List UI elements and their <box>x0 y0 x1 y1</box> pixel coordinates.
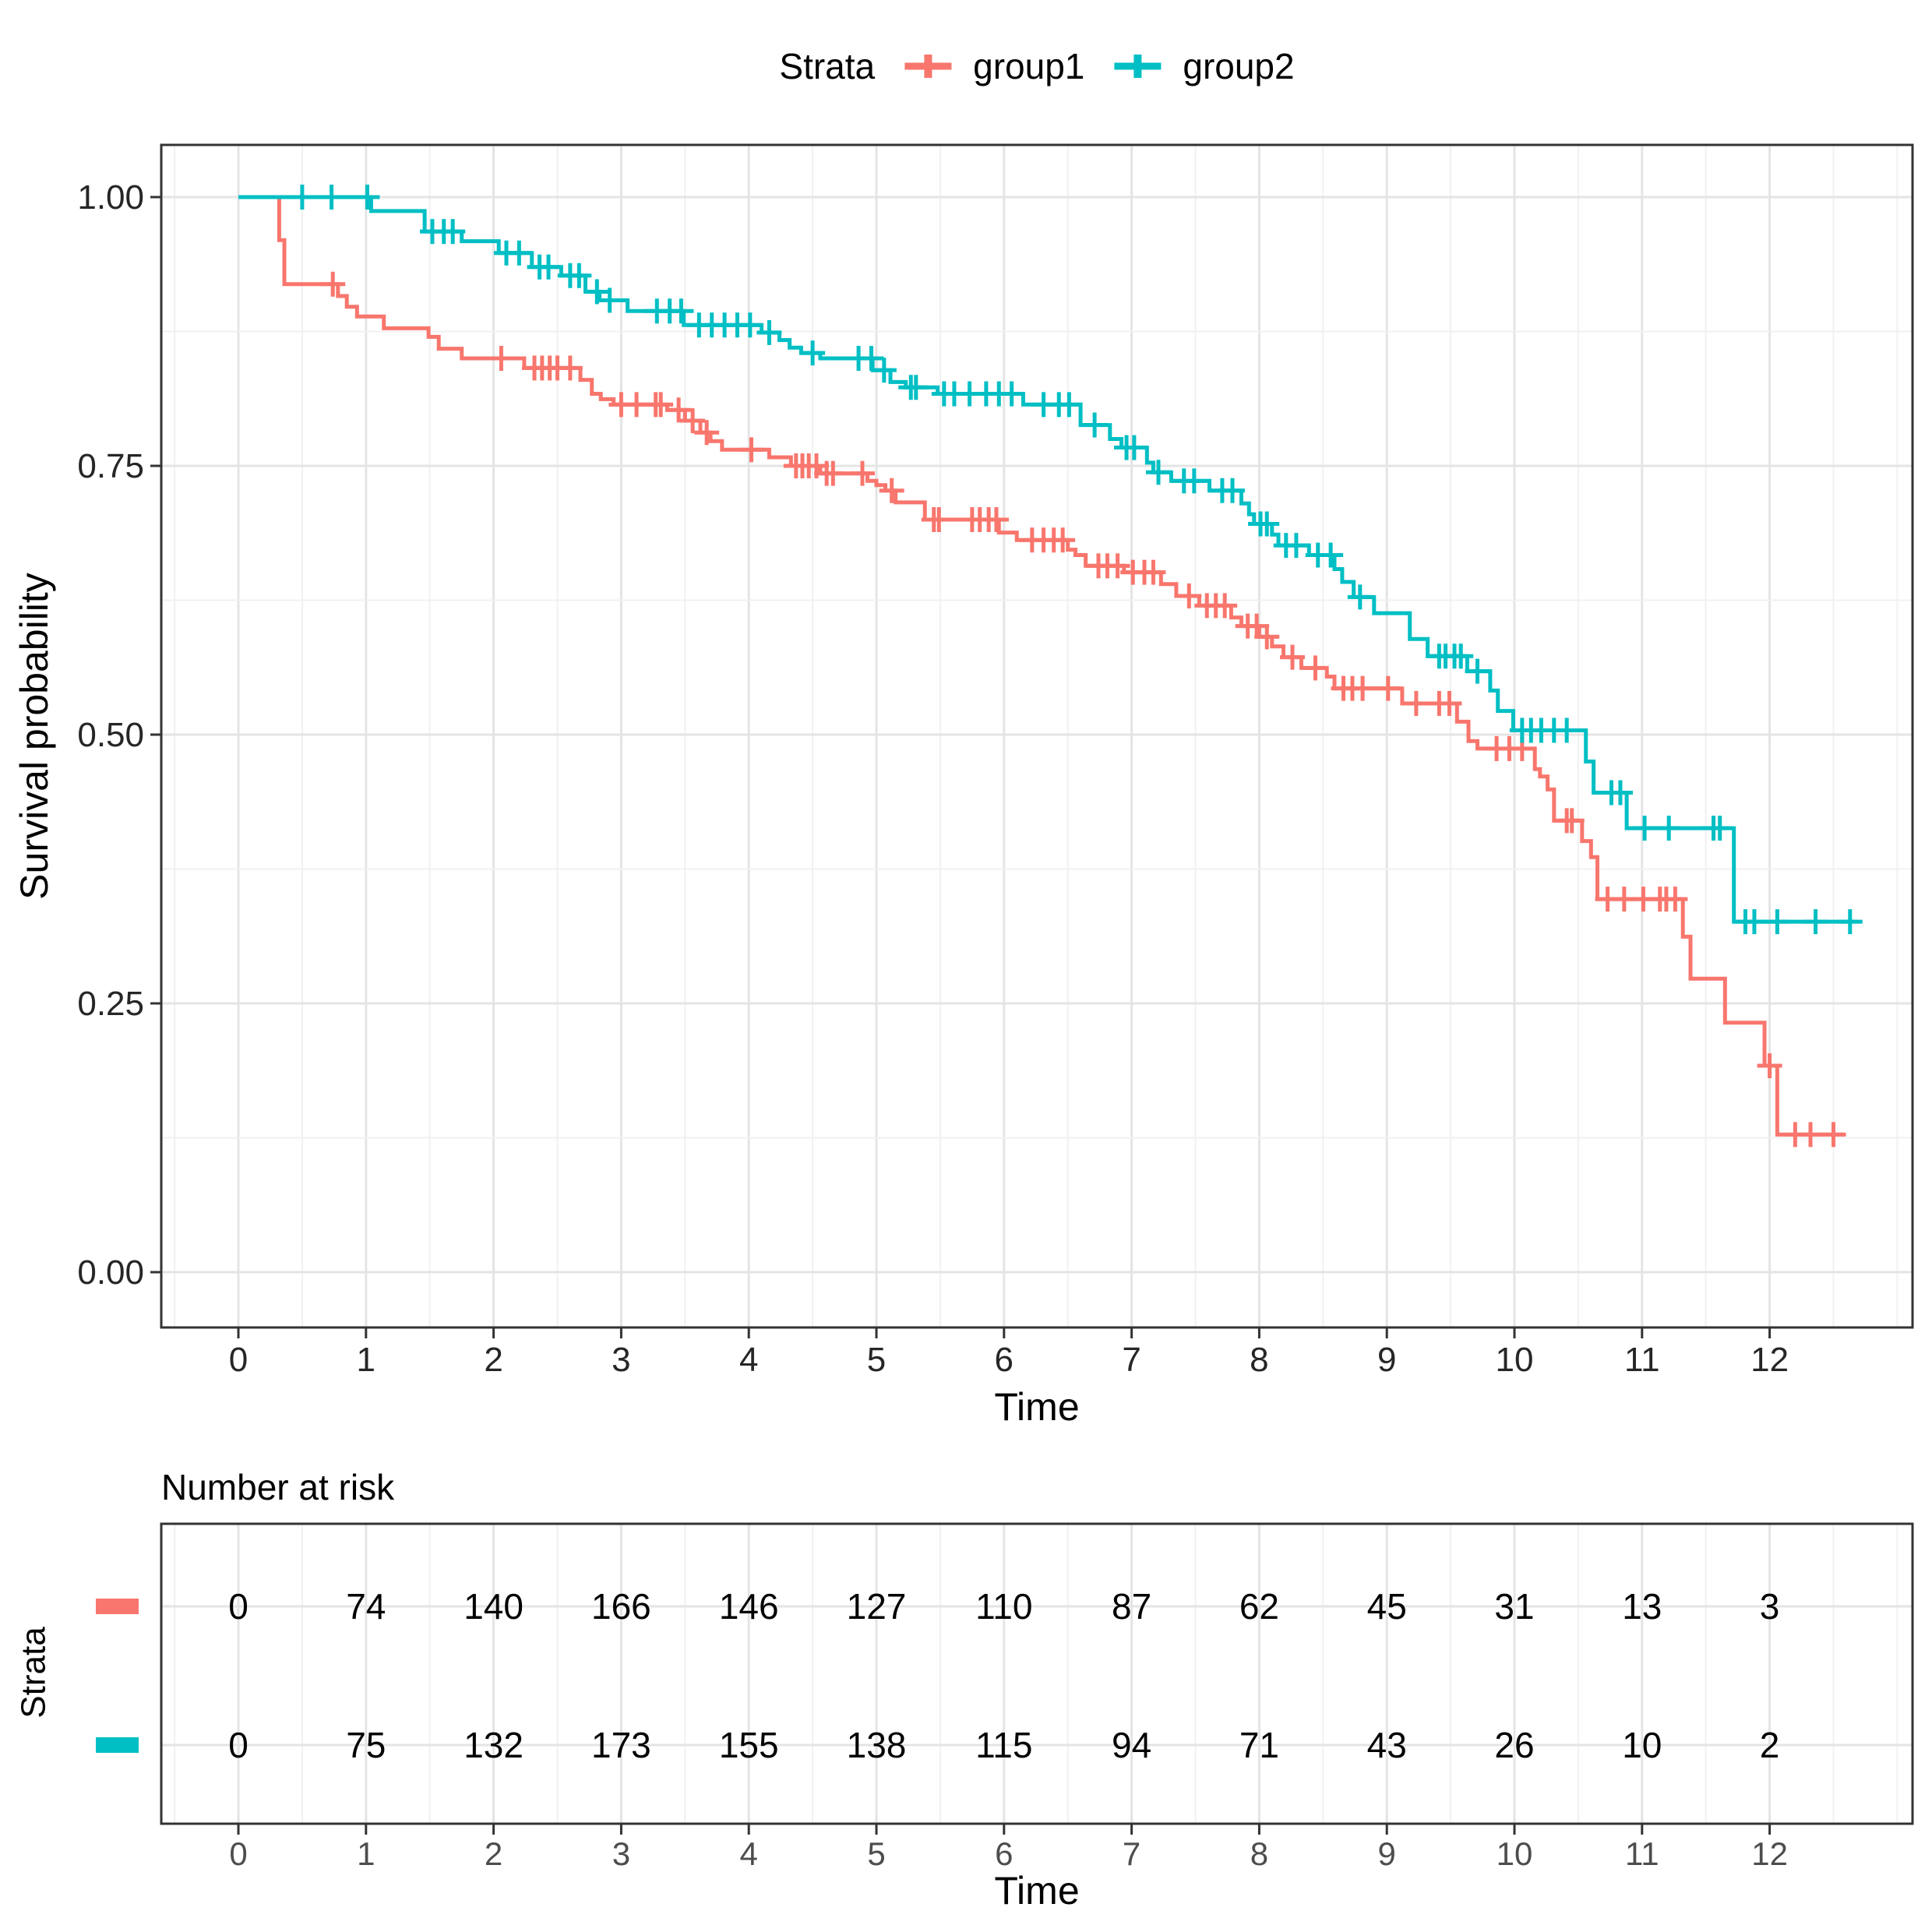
x-tick-label: 4 <box>739 1341 758 1379</box>
risk-count: 2 <box>1760 1725 1780 1765</box>
x-tick-label: 2 <box>484 1341 502 1379</box>
risk-x-tick-label: 0 <box>229 1835 247 1872</box>
risk-count: 132 <box>464 1725 524 1765</box>
x-tick-label: 0 <box>229 1341 248 1379</box>
risk-x-axis-title: Time <box>994 1869 1080 1913</box>
risk-count: 74 <box>346 1586 386 1627</box>
x-tick-label: 10 <box>1496 1341 1534 1379</box>
risk-table: 0 74 140 166 146 127 110 87 62 45 31 13 30 75 132 173 15… <box>96 1522 1914 1872</box>
x-tick-label: 8 <box>1250 1341 1268 1379</box>
risk-count: 146 <box>719 1586 779 1627</box>
y-axis-title: Survival probability <box>12 573 57 900</box>
risk-count: 75 <box>346 1725 386 1765</box>
risk-x-tick-label: 8 <box>1250 1835 1268 1872</box>
survival-curve-group2 <box>238 195 1856 924</box>
x-tick-label: 3 <box>612 1341 630 1379</box>
survival-series-group2 <box>238 185 1863 935</box>
risk-panel-border <box>160 1522 1914 1825</box>
y-tick-label: 0.25 <box>77 985 144 1023</box>
x-tick-label: 7 <box>1122 1341 1141 1379</box>
x-tick-label: 12 <box>1750 1341 1789 1379</box>
legend: Strata group1 group2 <box>779 45 1294 87</box>
risk-count: 173 <box>591 1725 651 1765</box>
risk-x-tick-label: 3 <box>612 1835 630 1872</box>
risk-x-tick-label: 7 <box>1123 1835 1141 1872</box>
y-tick-label: 0.00 <box>77 1253 144 1292</box>
legend-item-group1: group1 <box>903 45 1084 87</box>
main-panel-border <box>160 143 1914 1329</box>
risk-x-tick-label: 2 <box>485 1835 502 1872</box>
x-tick-label: 11 <box>1624 1341 1660 1379</box>
x-tick-label: 6 <box>995 1341 1014 1379</box>
risk-count: 45 <box>1367 1586 1407 1627</box>
risk-count: 127 <box>847 1586 907 1627</box>
x-tick-label: 9 <box>1377 1341 1396 1379</box>
censor-plus-icon <box>1114 55 1162 78</box>
risk-x-tick-label: 12 <box>1751 1835 1788 1872</box>
risk-x-tick-label: 11 <box>1625 1835 1659 1872</box>
risk-count: 62 <box>1239 1586 1279 1627</box>
risk-count: 155 <box>719 1725 779 1765</box>
legend-label-group2: group2 <box>1183 46 1295 86</box>
risk-count: 94 <box>1112 1725 1151 1765</box>
x-axis-title: Time <box>994 1385 1080 1429</box>
risk-count: 3 <box>1760 1586 1780 1627</box>
risk-count: 87 <box>1112 1586 1151 1627</box>
legend-label-group1: group1 <box>973 46 1085 86</box>
risk-count: 71 <box>1239 1725 1279 1765</box>
risk-x-tick-label: 4 <box>740 1835 758 1872</box>
risk-x-tick-label: 10 <box>1497 1835 1533 1872</box>
risk-x-tick-label: 9 <box>1378 1835 1396 1872</box>
risk-count: 138 <box>847 1725 907 1765</box>
risk-count: 26 <box>1494 1725 1534 1765</box>
x-tick-label: 5 <box>867 1341 886 1379</box>
risk-count: 140 <box>464 1586 524 1627</box>
risk-count: 115 <box>975 1725 1032 1765</box>
y-tick-label: 1.00 <box>77 178 144 217</box>
risk-row-swatch-group2 <box>96 1737 139 1753</box>
risk-count: 10 <box>1622 1725 1662 1765</box>
main-panel-gridlines <box>161 145 1913 1327</box>
y-tick-label: 0.50 <box>77 716 144 754</box>
survival-series-group1 <box>238 195 1846 1148</box>
risk-count: 110 <box>975 1586 1032 1627</box>
risk-strata-label: Strata <box>15 1627 54 1719</box>
y-tick-label: 0.75 <box>77 447 144 485</box>
risk-table-title: Number at risk <box>161 1467 395 1507</box>
risk-count: 0 <box>228 1586 249 1627</box>
risk-count: 43 <box>1367 1725 1407 1765</box>
risk-x-tick-label: 5 <box>867 1835 885 1872</box>
main-axes: 0.000.250.500.751.000 1 2 3 4 5 6 7 8 9 10 11 12 <box>77 178 1789 1379</box>
legend-item-group2: group2 <box>1112 45 1295 87</box>
risk-count: 13 <box>1622 1586 1662 1627</box>
risk-x-tick-label: 1 <box>357 1835 375 1872</box>
risk-row-swatch-group1 <box>96 1599 139 1614</box>
legend-title: Strata <box>779 46 876 86</box>
risk-count: 166 <box>591 1586 651 1627</box>
risk-count: 31 <box>1494 1586 1534 1627</box>
survival-curve-group1 <box>238 195 1844 1137</box>
x-tick-label: 1 <box>357 1341 375 1379</box>
risk-x-tick-label: 6 <box>995 1835 1013 1872</box>
censor-plus-icon <box>904 55 952 78</box>
risk-count: 0 <box>228 1725 249 1765</box>
